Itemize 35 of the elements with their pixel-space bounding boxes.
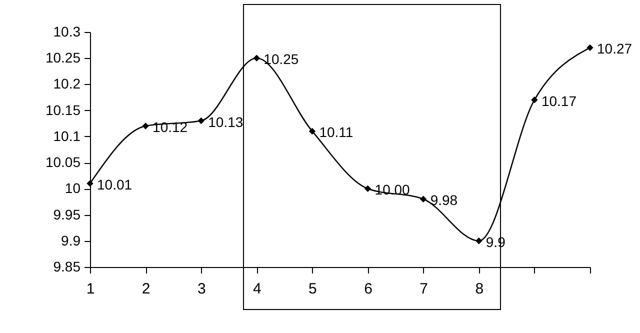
y-tick-label: 10.2: [53, 76, 81, 92]
point: [364, 185, 372, 192]
y-tick-label: 10.1: [53, 128, 81, 144]
point: [86, 180, 94, 187]
data-label: 9.98: [430, 192, 458, 208]
x-tick-label: 6: [364, 280, 372, 298]
data-label: 10.25: [264, 51, 299, 68]
y-tick-label: 10.05: [45, 154, 81, 170]
y-tick-label: 10: [64, 180, 81, 196]
y-tick-label: 10.15: [45, 102, 81, 118]
point: [253, 54, 260, 62]
x-tick-label: 2: [142, 280, 150, 298]
x-tick-label: 7: [420, 280, 428, 298]
point: [198, 117, 204, 124]
point: [420, 196, 427, 202]
x-tick-label: 5: [308, 280, 317, 298]
point: [476, 238, 482, 244]
point: [308, 128, 316, 135]
x-tick-label: 8: [475, 280, 484, 298]
data-label: 10.17: [541, 92, 577, 109]
data-label: 10.11: [319, 124, 354, 140]
x-tick-label: 3: [197, 280, 206, 298]
x-tick-label: 4: [252, 280, 262, 298]
data-label: 10.13: [208, 114, 244, 130]
point: [586, 44, 594, 52]
x-tick-label: 1: [86, 280, 95, 298]
data-label: 10.27: [597, 40, 632, 57]
point: [142, 122, 149, 130]
data-label: 10.01: [97, 176, 132, 192]
y-tick-label: 9.95: [53, 206, 81, 222]
y-tick-label: 9.9: [61, 232, 81, 248]
point: [531, 96, 538, 104]
y-tick-label: 10.25: [45, 50, 81, 66]
y-tick-label: 10.3: [53, 24, 81, 40]
y-tick-label: 9.85: [53, 258, 81, 274]
